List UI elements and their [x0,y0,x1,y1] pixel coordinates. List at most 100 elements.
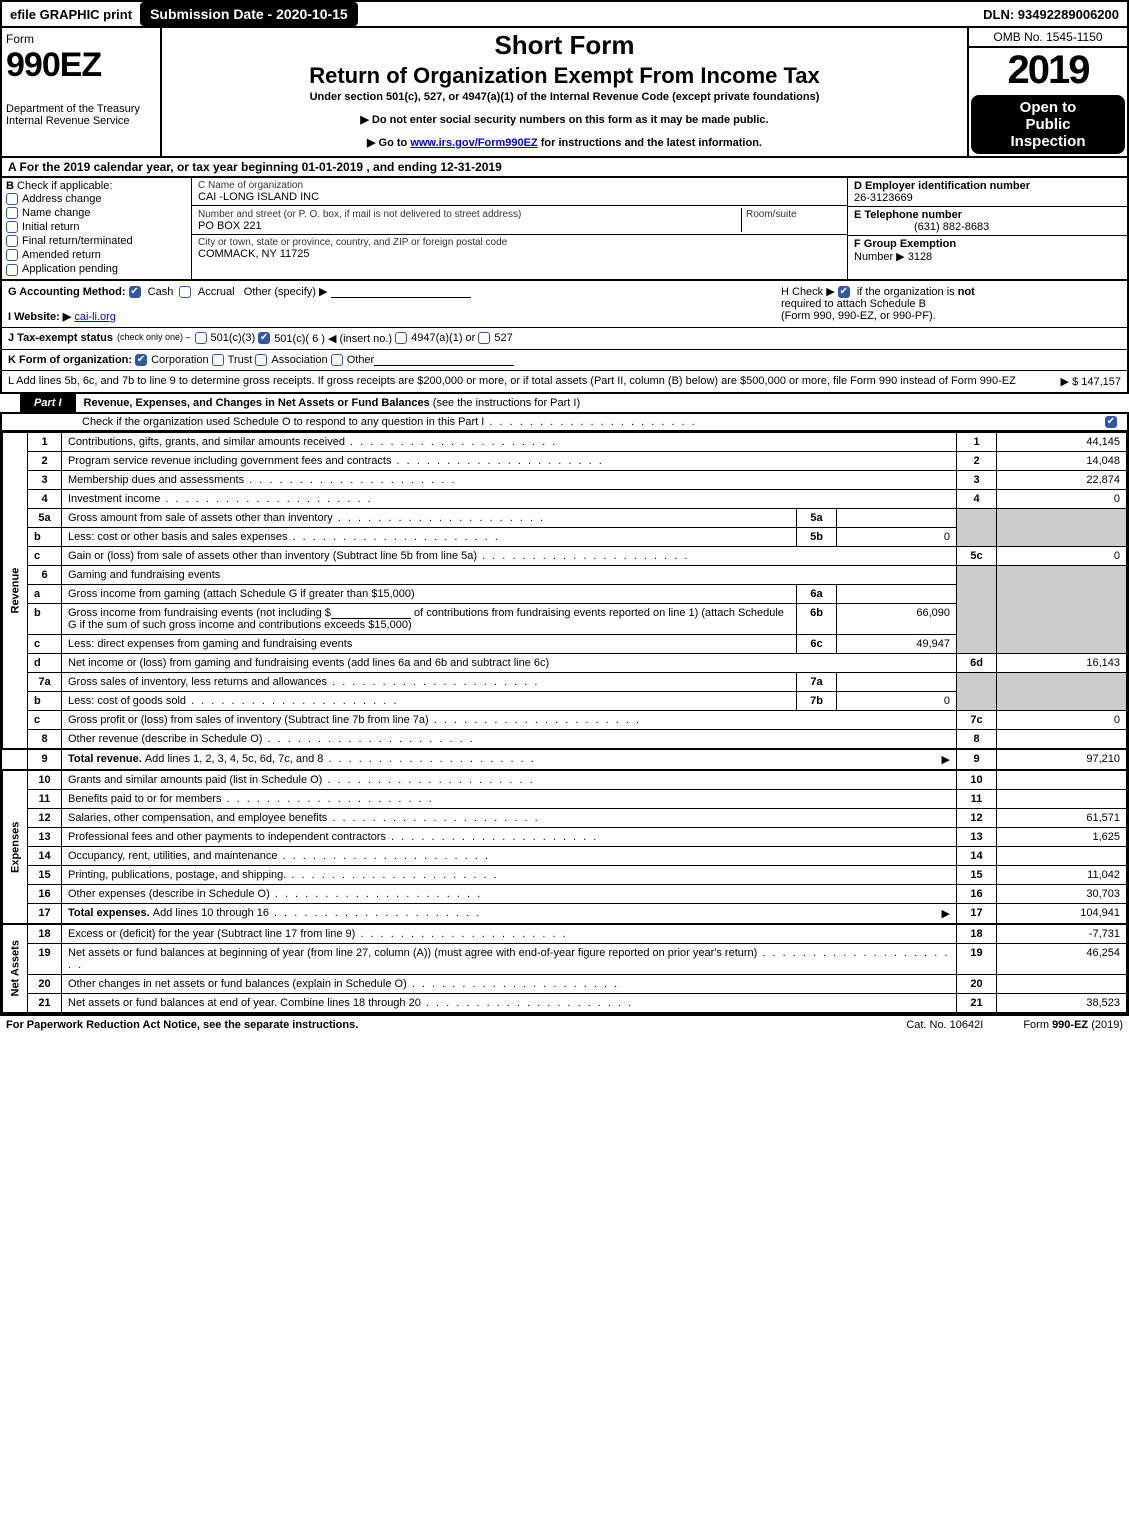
chk-application-pending[interactable]: Application pending [6,262,187,276]
line-amt: 11,042 [997,865,1127,884]
line-box: 12 [957,808,997,827]
checkbox-checked-icon[interactable]: ✔ [129,286,141,298]
line-box: 8 [957,729,997,749]
line-11: 11Benefits paid to or for members11 [3,789,1127,808]
line-desc: Occupancy, rent, utilities, and maintena… [62,846,957,865]
line-15: 15Printing, publications, postage, and s… [3,865,1127,884]
arrow-icon: ▶ [942,907,950,920]
line-amt: -7,731 [997,924,1127,944]
checkbox-icon[interactable] [331,354,343,366]
l-amount: ▶ $ 147,157 [1051,375,1121,388]
line-12: 12Salaries, other compensation, and empl… [3,808,1127,827]
line-num: 10 [28,770,62,790]
line-amt [997,846,1127,865]
line-desc: Gross sales of inventory, less returns a… [62,672,797,691]
checkbox-icon[interactable] [6,207,18,219]
dept-irs: Internal Revenue Service [6,115,156,127]
line-5a: 5aGross amount from sale of assets other… [3,508,1127,527]
revenue-side-label: Revenue [3,432,28,749]
inner-amt: 0 [837,527,957,546]
website-link[interactable]: cai-li.org [74,311,116,323]
line-desc: Net assets or fund balances at end of ye… [62,993,957,1012]
section-j: J Tax-exempt status (check only one) ‒ 5… [2,328,1127,350]
k-corp: Corporation [151,354,208,366]
f-label: F Group Exemption [854,238,956,250]
section-f: F Group Exemption Number ▶ 3128 [848,236,1127,265]
line-3: 3Membership dues and assessments322,874 [3,470,1127,489]
l6b-blank[interactable] [331,607,411,619]
line-6: 6Gaming and fundraising events [3,565,1127,584]
line-5c: cGain or (loss) from sale of assets othe… [3,546,1127,565]
city-label: City or town, state or province, country… [198,237,841,248]
line-amt [997,729,1127,749]
checkbox-checked-icon[interactable]: ✔ [1105,416,1117,428]
line-num: 1 [28,432,62,451]
goto-pre: ▶ Go to [367,137,410,149]
line-desc: Investment income [62,489,957,508]
h-text4: (Form 990, 990-EZ, or 990-PF). [781,310,936,322]
j-label: J Tax-exempt status [8,332,113,344]
line-num: c [28,634,62,653]
chk-final-return[interactable]: Final return/terminated [6,234,187,248]
submission-date-button[interactable]: Submission Date - 2020-10-15 [140,2,358,26]
j-501c3: 501(c)(3) [211,332,256,344]
efile-print-label[interactable]: efile GRAPHIC print [2,4,140,25]
line-a-tax-year: A For the 2019 calendar year, or tax yea… [0,158,1129,178]
org-city: COMMACK, NY 11725 [198,248,841,260]
open-line3: Inspection [975,133,1121,150]
line-num: 13 [28,827,62,846]
checkbox-checked-icon[interactable]: ✔ [258,332,270,344]
line-amt [997,974,1127,993]
section-k: K Form of organization: ✔ Corporation Tr… [2,350,1127,371]
checkbox-checked-icon[interactable]: ✔ [135,354,147,366]
chk-name-change[interactable]: Name change [6,206,187,220]
checkbox-icon[interactable] [6,221,18,233]
line-amt: 16,143 [997,653,1127,672]
part1-check-text: Check if the organization used Schedule … [82,416,1105,428]
checkbox-icon[interactable] [6,193,18,205]
checkbox-checked-icon[interactable]: ✔ [838,286,850,298]
line-num: 14 [28,846,62,865]
chk-address-change[interactable]: Address change [6,192,187,206]
open-line1: Open to [975,99,1121,116]
chk-initial-return[interactable]: Initial return [6,220,187,234]
checkbox-icon[interactable] [478,332,490,344]
org-name: CAI -LONG ISLAND INC [198,191,841,203]
line-num: 11 [28,789,62,808]
omb-number: OMB No. 1545-1150 [969,28,1127,48]
k-other-field[interactable] [374,354,514,366]
grey-cell [997,672,1127,710]
other-specify-field[interactable] [331,286,471,298]
checkbox-icon[interactable] [179,286,191,298]
line-amt: 46,254 [997,943,1127,974]
open-public-inspection: Open to Public Inspection [971,95,1125,154]
page-footer: For Paperwork Reduction Act Notice, see … [0,1015,1129,1034]
line-box: 17 [957,903,997,924]
inner-amt [837,584,957,603]
checkbox-icon[interactable] [395,332,407,344]
section-h: H Check ▶ ✔ if the organization is not r… [781,285,1121,322]
checkbox-icon[interactable] [6,264,18,276]
part1-table: Revenue 1 Contributions, gifts, grants, … [0,432,1129,1015]
line-amt: 44,145 [997,432,1127,451]
g-cash: Cash [148,286,174,298]
chk-amended-return[interactable]: Amended return [6,248,187,262]
line-box: 4 [957,489,997,508]
checkbox-icon[interactable] [195,332,207,344]
checkbox-icon[interactable] [6,235,18,247]
goto-post: for instructions and the latest informat… [538,137,762,149]
j-note: (check only one) ‒ [113,332,195,342]
irs-link[interactable]: www.irs.gov/Form990EZ [410,137,537,149]
line-num: 16 [28,884,62,903]
dln-label: DLN: 93492289006200 [975,4,1127,25]
line-box: 21 [957,993,997,1012]
line-desc: Gain or (loss) from sale of assets other… [62,546,957,565]
checkbox-icon[interactable] [255,354,267,366]
room-suite-label: Room/suite [746,209,797,220]
checkbox-icon[interactable] [212,354,224,366]
section-c: C Name of organization CAI -LONG ISLAND … [192,178,847,279]
checkbox-icon[interactable] [6,249,18,261]
chk-label: Initial return [22,221,79,233]
line-box: 6d [957,653,997,672]
line-box: 14 [957,846,997,865]
